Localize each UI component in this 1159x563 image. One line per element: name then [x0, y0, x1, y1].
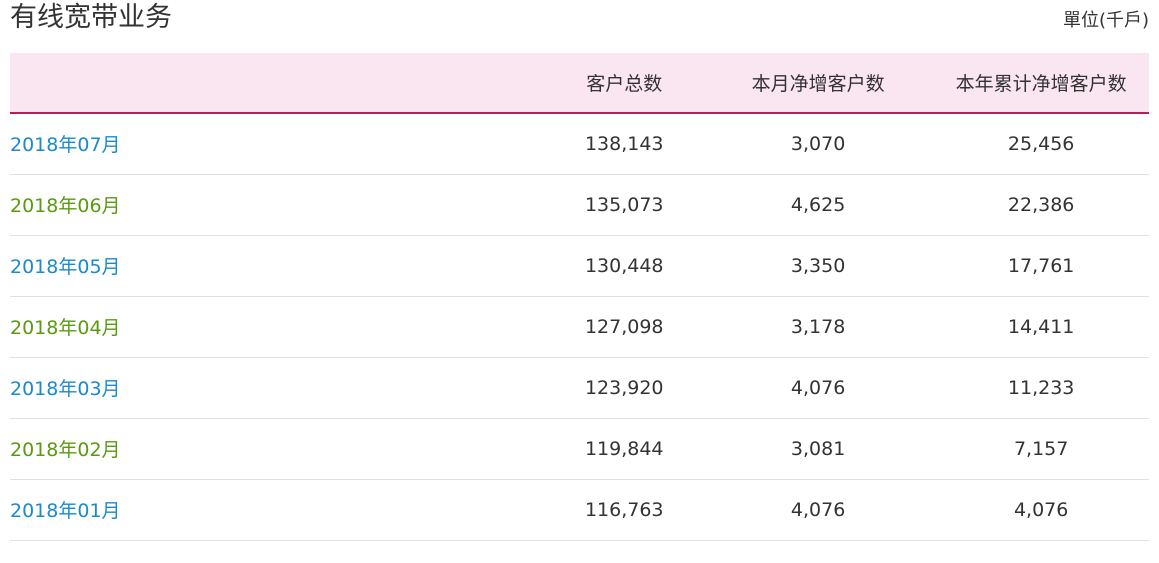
table-row: 2018年05月 130,448 3,350 17,761 — [10, 235, 1149, 297]
header-month — [10, 53, 546, 114]
header-ytd-net-add: 本年累计净增客户数 — [933, 53, 1149, 114]
month-cell: 2018年02月 — [10, 418, 546, 480]
month-link[interactable]: 2018年03月 — [10, 378, 121, 400]
total-cell: 116,763 — [545, 479, 703, 541]
broadband-table: 客户总数 本月净增客户数 本年累计净增客户数 2018年07月 138,143 3,… — [10, 53, 1149, 541]
monthly-cell: 4,625 — [702, 174, 934, 236]
month-link[interactable]: 2018年01月 — [10, 500, 121, 522]
month-link[interactable]: 2018年02月 — [10, 439, 121, 461]
total-cell: 130,448 — [545, 235, 703, 297]
table-row: 2018年07月 138,143 3,070 25,456 — [10, 113, 1149, 175]
total-cell: 123,920 — [545, 357, 703, 419]
month-cell: 2018年04月 — [10, 296, 546, 358]
ytd-cell: 7,157 — [933, 418, 1149, 480]
ytd-cell: 4,076 — [933, 479, 1149, 541]
total-cell: 127,098 — [545, 296, 703, 358]
ytd-cell: 11,233 — [933, 357, 1149, 419]
month-cell: 2018年07月 — [10, 113, 546, 175]
monthly-cell: 4,076 — [702, 479, 934, 541]
table-row: 2018年03月 123,920 4,076 11,233 — [10, 357, 1149, 419]
monthly-cell: 3,070 — [702, 113, 934, 175]
ytd-cell: 17,761 — [933, 235, 1149, 297]
ytd-cell: 22,386 — [933, 174, 1149, 236]
unit-label: 單位(千戶) — [1062, 10, 1149, 31]
monthly-cell: 3,178 — [702, 296, 934, 358]
table-row: 2018年01月 116,763 4,076 4,076 — [10, 479, 1149, 541]
month-link[interactable]: 2018年05月 — [10, 256, 121, 278]
table-row: 2018年04月 127,098 3,178 14,411 — [10, 296, 1149, 358]
total-cell: 138,143 — [545, 113, 703, 175]
monthly-cell: 3,081 — [702, 418, 934, 480]
month-cell: 2018年03月 — [10, 357, 546, 419]
month-link[interactable]: 2018年06月 — [10, 195, 121, 217]
monthly-cell: 4,076 — [702, 357, 934, 419]
table-row: 2018年06月 135,073 4,625 22,386 — [10, 174, 1149, 236]
month-link[interactable]: 2018年07月 — [10, 134, 121, 157]
month-link[interactable]: 2018年04月 — [10, 317, 121, 339]
month-cell: 2018年06月 — [10, 174, 546, 236]
page-title: 有线宽带业务 — [10, 2, 172, 33]
ytd-cell: 25,456 — [933, 113, 1149, 175]
table-header-row: 客户总数 本月净增客户数 本年累计净增客户数 — [10, 53, 1149, 114]
total-cell: 135,073 — [545, 174, 703, 236]
ytd-cell: 14,411 — [933, 296, 1149, 358]
monthly-cell: 3,350 — [702, 235, 934, 297]
total-cell: 119,844 — [545, 418, 703, 480]
header-monthly-net-add: 本月净增客户数 — [702, 53, 934, 114]
table-row: 2018年02月 119,844 3,081 7,157 — [10, 418, 1149, 480]
month-cell: 2018年01月 — [10, 479, 546, 541]
month-cell: 2018年05月 — [10, 235, 546, 297]
header-total-customers: 客户总数 — [545, 53, 703, 114]
